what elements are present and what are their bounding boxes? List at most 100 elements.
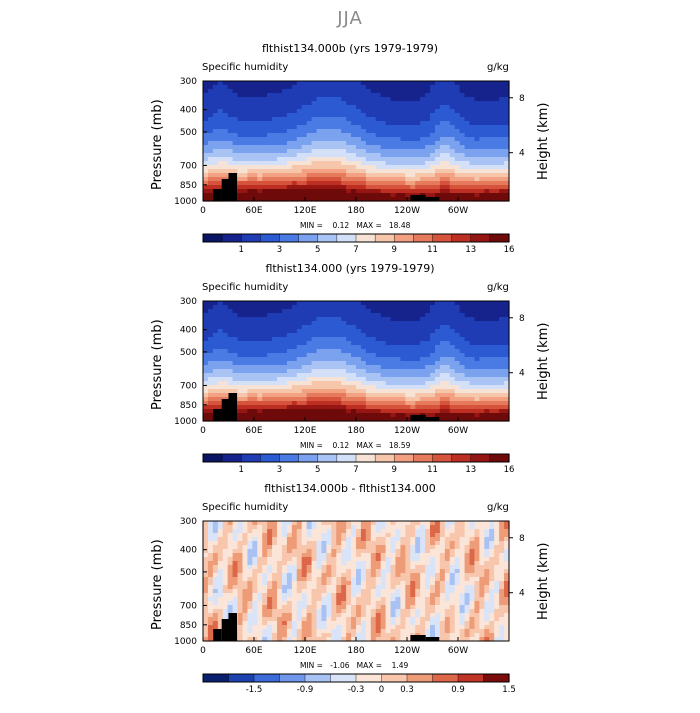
heatmap-cell	[223, 593, 229, 598]
heatmap-cell	[494, 129, 500, 134]
heatmap-cell	[381, 633, 387, 638]
heatmap-cell	[267, 357, 273, 362]
heatmap-cell	[321, 533, 327, 538]
heatmap-cell	[307, 81, 313, 86]
heatmap-cell	[341, 97, 347, 102]
heatmap-cell	[455, 177, 461, 182]
heatmap-cell	[208, 393, 214, 398]
y-tick-label: 300	[180, 77, 197, 87]
heatmap-cell	[321, 181, 327, 186]
heatmap-cell	[218, 129, 224, 134]
heatmap-cell	[331, 373, 337, 378]
heatmap-cell	[297, 413, 303, 418]
heatmap-cell	[297, 569, 303, 574]
heatmap-cell	[460, 181, 466, 186]
heatmap-cell	[257, 141, 263, 146]
heatmap-cell	[455, 373, 461, 378]
heatmap-cell	[213, 149, 219, 154]
heatmap-cell	[470, 353, 476, 358]
heatmap-cell	[228, 141, 234, 146]
heatmap-cell	[376, 357, 382, 362]
heatmap-cell	[321, 317, 327, 322]
min-max-stats: MIN = 0.12 MAX = 18.48	[300, 221, 410, 230]
heatmap-cell	[287, 101, 293, 106]
heatmap-cell	[252, 329, 258, 334]
heatmap-cell	[391, 117, 397, 122]
heatmap-cell	[346, 589, 352, 594]
heatmap-cell	[395, 353, 401, 358]
heatmap-cell	[213, 597, 219, 602]
heatmap-cell	[371, 105, 377, 110]
heatmap-cell	[474, 105, 480, 110]
heatmap-cell	[233, 313, 239, 318]
heatmap-cell	[386, 521, 392, 526]
heatmap-cell	[287, 301, 293, 306]
heatmap-cell	[267, 129, 273, 134]
heatmap-cell	[218, 133, 224, 138]
heatmap-cell	[302, 189, 308, 194]
heatmap-cell	[297, 165, 303, 170]
heatmap-cell	[321, 557, 327, 562]
heatmap-cell	[499, 185, 505, 190]
heatmap-cell	[228, 89, 234, 94]
heatmap-cell	[499, 101, 505, 106]
heatmap-cell	[391, 177, 397, 182]
heatmap-cell	[213, 165, 219, 170]
heatmap-cell	[415, 105, 421, 110]
heatmap-cell	[356, 573, 362, 578]
heatmap-cell	[238, 541, 244, 546]
heatmap-cell	[356, 389, 362, 394]
heatmap-cell	[302, 377, 308, 382]
heatmap-cell	[331, 357, 337, 362]
heatmap-cell	[233, 145, 239, 150]
heatmap-cell	[272, 101, 278, 106]
heatmap-cell	[445, 125, 451, 130]
heatmap-cell	[228, 377, 234, 382]
heatmap-cell	[218, 521, 224, 526]
heatmap-cell	[331, 401, 337, 406]
heatmap-cell	[302, 625, 308, 630]
heatmap-cell	[479, 313, 485, 318]
heatmap-cell	[267, 193, 273, 198]
heatmap-cell	[346, 397, 352, 402]
heatmap-cell	[494, 385, 500, 390]
heatmap-cell	[336, 633, 342, 638]
heatmap-cell	[361, 169, 367, 174]
heatmap-cell	[233, 361, 239, 366]
heatmap-cell	[317, 177, 323, 182]
heatmap-cell	[376, 569, 382, 574]
heatmap-cell	[282, 341, 288, 346]
heatmap-cell	[415, 397, 421, 402]
heatmap-cell	[242, 337, 248, 342]
heatmap-cell	[430, 165, 436, 170]
heatmap-cell	[277, 345, 283, 350]
heatmap-cell	[361, 545, 367, 550]
heatmap-cell	[381, 573, 387, 578]
heatmap-cell	[233, 93, 239, 98]
heatmap-cell	[400, 117, 406, 122]
heatmap-cell	[415, 381, 421, 386]
heatmap-cell	[435, 309, 441, 314]
heatmap-cell	[356, 133, 362, 138]
heatmap-cell	[420, 377, 426, 382]
heatmap-cell	[381, 309, 387, 314]
heatmap-cell	[282, 313, 288, 318]
heatmap-cell	[297, 181, 303, 186]
heatmap-cell	[267, 169, 273, 174]
heatmap-cell	[445, 193, 451, 198]
heatmap-cell	[252, 545, 258, 550]
heatmap-cell	[213, 101, 219, 106]
heatmap-cell	[386, 317, 392, 322]
heatmap-cell	[302, 597, 308, 602]
heatmap-cell	[366, 369, 372, 374]
heatmap-cell	[262, 561, 268, 566]
heatmap-cell	[395, 113, 401, 118]
heatmap-cell	[257, 549, 263, 554]
heatmap-cell	[341, 353, 347, 358]
heatmap-cell	[213, 333, 219, 338]
heatmap-cell	[208, 141, 214, 146]
heatmap-cell	[410, 381, 416, 386]
heatmap-cell	[489, 121, 495, 126]
heatmap-cell	[460, 189, 466, 194]
heatmap-cell	[415, 185, 421, 190]
